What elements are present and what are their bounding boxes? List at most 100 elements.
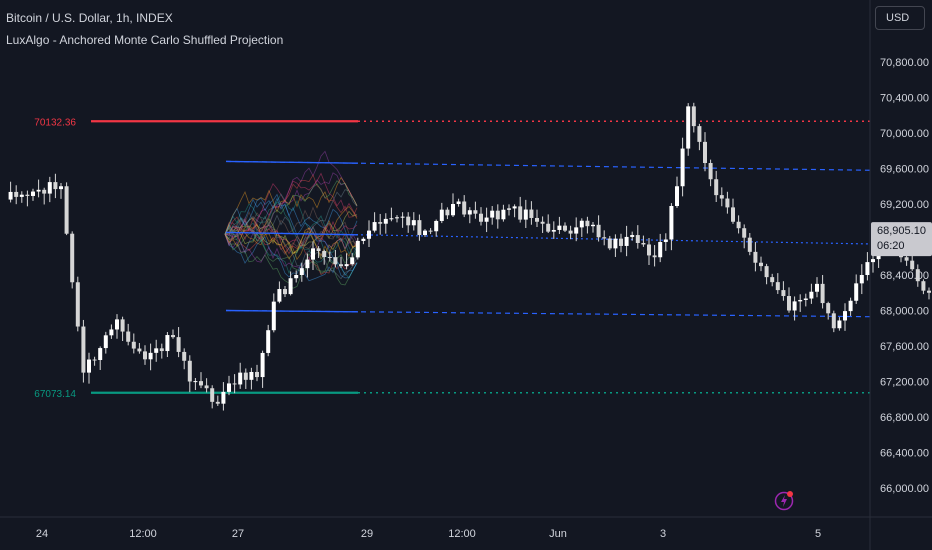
candle <box>518 206 523 220</box>
candle <box>641 242 646 245</box>
candle <box>47 182 52 194</box>
y-tick-label: 67,600.00 <box>880 341 929 353</box>
candle <box>775 282 780 291</box>
candle <box>255 371 259 378</box>
candle <box>271 301 276 331</box>
candle <box>176 337 181 352</box>
candle <box>820 283 825 304</box>
candle <box>299 268 304 275</box>
candle <box>42 189 47 194</box>
candle <box>311 248 315 260</box>
candle <box>294 275 299 279</box>
y-tick-label: 68,400.00 <box>880 270 929 282</box>
x-tick-label: Jun <box>549 528 567 540</box>
candle <box>439 209 444 221</box>
candle <box>350 257 355 265</box>
candle <box>607 238 612 249</box>
candle <box>742 228 747 238</box>
candle <box>490 210 495 218</box>
candle <box>395 217 399 219</box>
candle <box>871 259 875 263</box>
candle <box>837 320 842 329</box>
candle <box>103 335 108 349</box>
indicator-title[interactable]: LuxAlgo - Anchored Monte Carlo Shuffled … <box>6 33 284 47</box>
candle <box>747 237 752 252</box>
projection-mean <box>225 231 871 245</box>
candle <box>910 260 915 270</box>
projection-lower-band-solid <box>225 309 359 313</box>
candle <box>367 230 371 239</box>
anchored-levels: 70132.36 67073.14 <box>34 117 870 400</box>
candle <box>249 371 254 380</box>
candle <box>904 257 909 261</box>
candle <box>53 182 58 190</box>
monte-carlo-paths <box>224 150 358 289</box>
candle <box>327 257 332 259</box>
candle <box>915 269 920 282</box>
currency-button[interactable]: USD <box>875 6 925 30</box>
candle <box>423 230 427 236</box>
y-tick-label: 68,000.00 <box>880 306 929 318</box>
simulated-path <box>224 217 358 260</box>
candle <box>809 291 814 299</box>
candle <box>131 341 136 349</box>
candle <box>535 217 539 222</box>
projection-upper-band-solid <box>225 160 359 164</box>
candle <box>36 189 41 192</box>
candle <box>137 348 142 352</box>
candle <box>669 205 674 240</box>
candle <box>171 335 175 338</box>
candle <box>736 221 741 229</box>
candle <box>238 372 243 385</box>
candle <box>803 298 808 300</box>
candle <box>143 351 147 360</box>
candle <box>148 352 153 360</box>
simulated-path <box>224 222 358 254</box>
candle <box>266 330 271 353</box>
candle <box>25 194 30 196</box>
x-tick-label: 27 <box>232 528 244 540</box>
candle <box>227 383 231 392</box>
candle <box>843 311 847 321</box>
candle <box>798 299 803 302</box>
simulated-path <box>224 229 358 286</box>
candle <box>462 201 467 215</box>
candle <box>31 191 35 196</box>
candle <box>70 233 75 283</box>
y-tick-label: 70,400.00 <box>880 93 929 105</box>
candle <box>865 262 870 275</box>
simulated-path <box>224 224 358 260</box>
simulated-path <box>224 172 358 238</box>
simulated-path <box>224 233 358 269</box>
candle <box>193 381 198 383</box>
x-tick-label: 29 <box>361 528 373 540</box>
candle <box>428 230 433 232</box>
candle <box>647 244 651 256</box>
candle <box>563 225 567 231</box>
simulated-path <box>224 172 358 235</box>
x-tick-label: 12:00 <box>448 528 476 540</box>
candle <box>64 186 69 234</box>
candle <box>389 218 394 220</box>
level-lower-label: 67073.14 <box>34 389 76 400</box>
simulated-path <box>224 180 358 242</box>
simulated-path <box>224 189 358 246</box>
symbol-title[interactable]: Bitcoin / U.S. Dollar, 1h, INDEX <box>6 11 173 25</box>
simulated-path <box>224 174 358 235</box>
candle <box>109 329 114 336</box>
y-tick-label: 69,200.00 <box>880 199 929 211</box>
candle <box>708 163 713 180</box>
candle <box>691 106 696 127</box>
candle <box>495 210 500 220</box>
x-tick-label: 12:00 <box>129 528 157 540</box>
candle <box>630 235 635 237</box>
candle <box>686 106 691 149</box>
level-upper-label: 70132.36 <box>34 117 76 128</box>
lightning-bolt-icon[interactable] <box>774 489 796 511</box>
candle <box>115 319 119 330</box>
candle <box>921 281 926 291</box>
candle <box>557 225 562 230</box>
candle <box>154 348 159 353</box>
candle <box>316 248 321 252</box>
